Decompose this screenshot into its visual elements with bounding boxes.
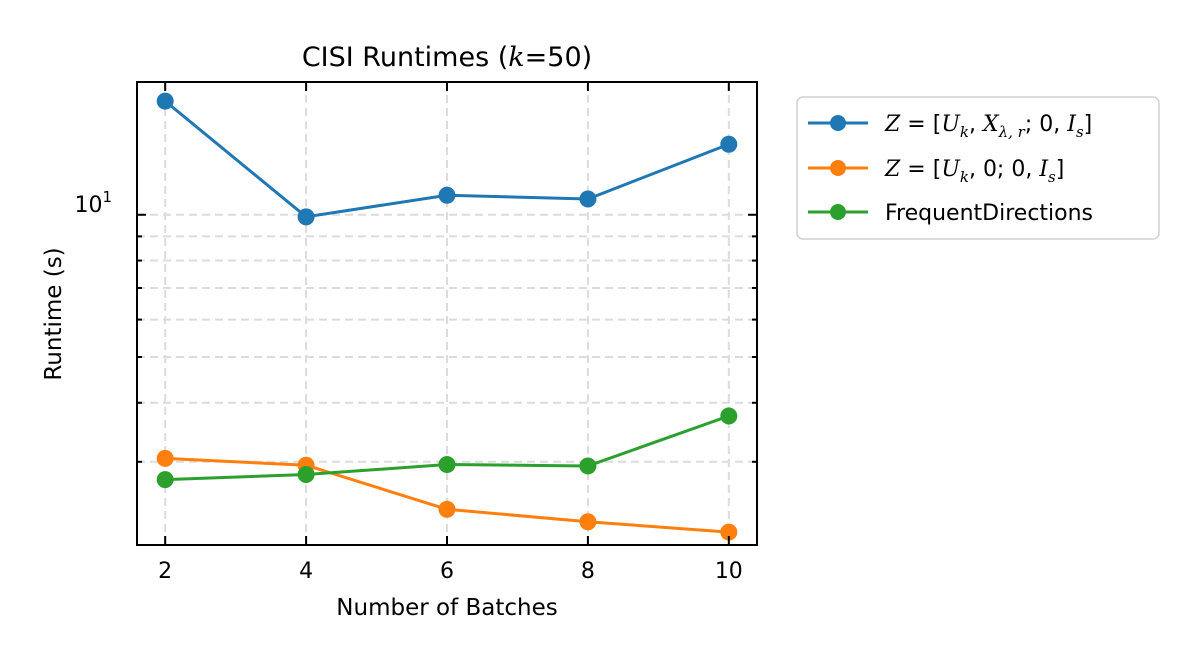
chart-title-start: CISI Runtimes ( <box>302 42 508 73</box>
chart-title: CISI Runtimes (k=50) <box>302 42 592 73</box>
series-layer <box>156 92 738 541</box>
series-3-point <box>579 457 597 475</box>
chart-title-k: k <box>508 42 524 73</box>
series-3-point <box>720 407 738 425</box>
legend: Z = [Uk, Xλ, r; 0, Is] Z = [Uk, 0; 0, Is… <box>796 96 1160 240</box>
series-2-point <box>156 449 174 467</box>
grid-lines <box>137 82 757 546</box>
y-ticks <box>137 213 757 546</box>
x-tick-label: 6 <box>440 559 454 584</box>
series-2-point <box>579 513 597 531</box>
series-3-point <box>297 466 315 484</box>
y-tick-exp: 1 <box>102 188 112 206</box>
y-tick-label-10: 101 <box>74 188 112 218</box>
series-3-point <box>156 471 174 489</box>
series-3-point <box>438 456 456 474</box>
legend-entry-series-2: Z = [Uk, 0; 0, Is] <box>808 157 1064 186</box>
legend-label-series-3: FrequentDirections <box>885 201 1093 226</box>
x-tick-label: 8 <box>581 559 595 584</box>
chart-title-end: =50) <box>525 42 593 73</box>
x-ticks: 2 4 6 8 10 <box>158 82 743 584</box>
legend-label-series-2: Z = [Uk, 0; 0, Is] <box>884 157 1064 186</box>
series-1-point <box>156 92 174 110</box>
series-1-point <box>579 190 597 208</box>
series-2-point <box>720 523 738 541</box>
legend-marker-series-3 <box>830 204 846 220</box>
x-tick-label: 4 <box>299 559 313 584</box>
legend-entry-series-1: Z = [Uk, Xλ, r; 0, Is] <box>808 112 1092 141</box>
legend-label-series-1: Z = [Uk, Xλ, r; 0, Is] <box>884 112 1092 141</box>
x-axis-label: Number of Batches <box>336 595 557 621</box>
y-tick-base: 10 <box>74 193 102 218</box>
series-1-point <box>297 208 315 226</box>
legend-marker-series-1 <box>830 115 846 131</box>
legend-entry-series-3: FrequentDirections <box>808 201 1093 226</box>
x-tick-label: 2 <box>158 559 172 584</box>
x-tick-label: 10 <box>715 559 743 584</box>
legend-marker-series-2 <box>830 160 846 176</box>
series-1-point <box>438 186 456 204</box>
series-2-point <box>438 500 456 518</box>
y-axis-label: Runtime (s) <box>41 247 67 380</box>
series-1-point <box>720 135 738 153</box>
legend-box <box>796 96 1160 240</box>
